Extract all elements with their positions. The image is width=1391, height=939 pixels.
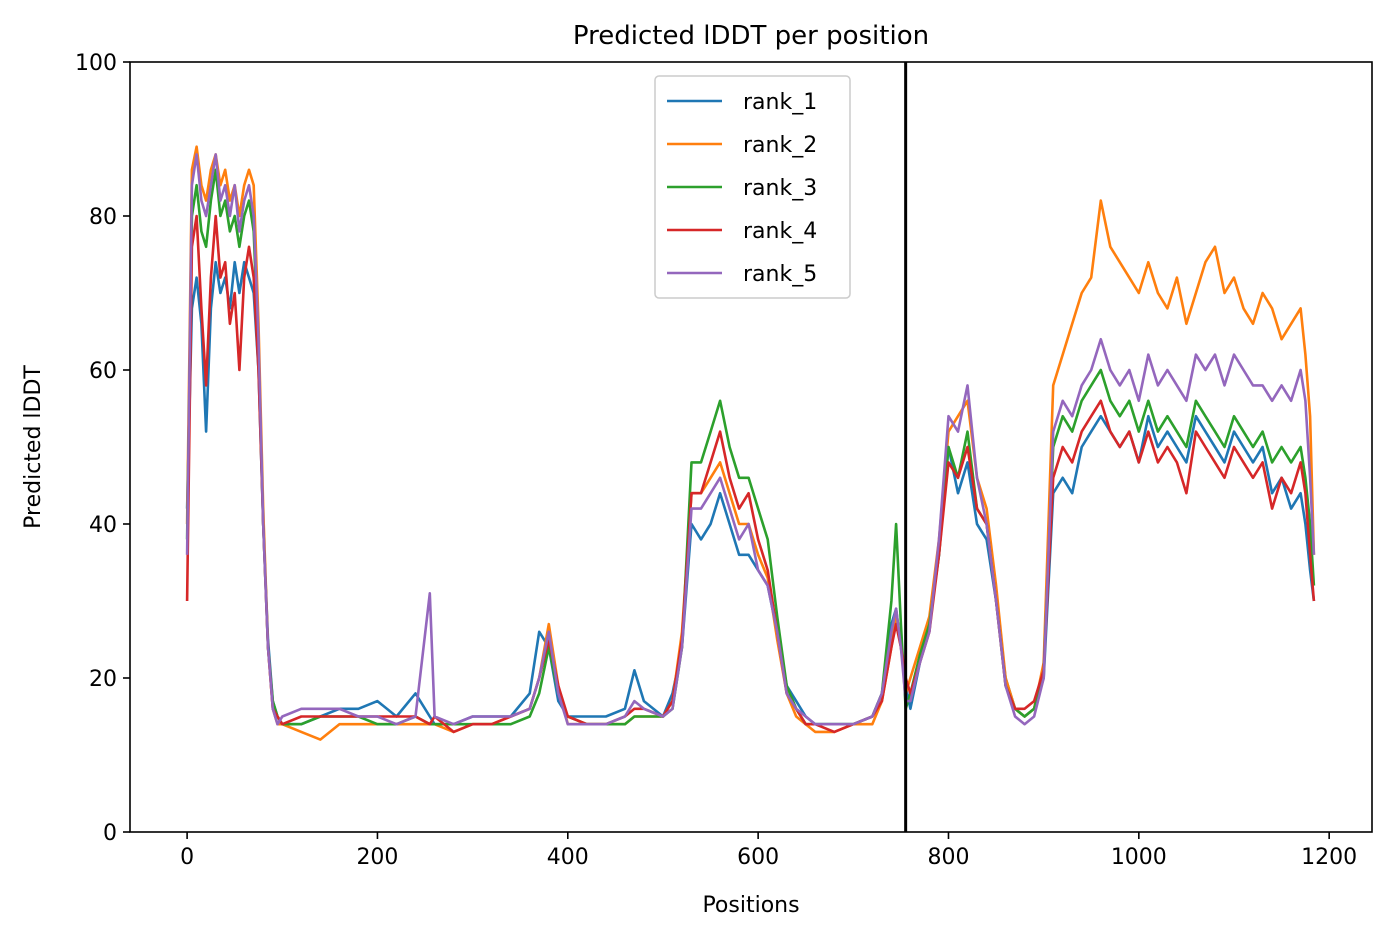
x-axis-title: Positions — [702, 893, 799, 918]
plot-frame — [129, 61, 1373, 833]
x-tick-label: 600 — [737, 845, 779, 870]
series-lines — [185, 145, 1316, 741]
x-tick-label: 400 — [547, 845, 589, 870]
series-line-rank_5 — [185, 153, 1316, 726]
x-tick-label: 200 — [356, 845, 398, 870]
legend-label-rank_2: rank_2 — [743, 133, 817, 158]
legend-box — [654, 75, 851, 299]
legend-label-rank_4: rank_4 — [743, 219, 817, 244]
x-tick-label: 0 — [180, 845, 194, 870]
legend-entries: rank_1 rank_2 rank_3 rank_4 rank_5 — [667, 90, 817, 287]
y-tick-label: 60 — [89, 359, 117, 384]
y-tick-label: 80 — [89, 205, 117, 230]
x-tick-label: 1000 — [1111, 845, 1167, 870]
legend-label-rank_5: rank_5 — [743, 262, 817, 287]
legend-label-rank_1: rank_1 — [743, 90, 817, 115]
y-tick-label: 40 — [89, 513, 117, 538]
y-tick-label: 20 — [89, 667, 117, 692]
y-axis-ticks: 0 20 40 60 80 100 — [75, 51, 130, 846]
x-tick-label: 1200 — [1301, 845, 1357, 870]
legend: rank_1 rank_2 rank_3 rank_4 rank_5 — [654, 75, 851, 299]
y-tick-label: 0 — [103, 821, 117, 846]
x-axis-ticks: 0 200 400 600 800 1000 1200 — [180, 832, 1357, 870]
chart-title: Predicted lDDT per position — [573, 21, 929, 51]
legend-label-rank_3: rank_3 — [743, 176, 817, 201]
y-tick-label: 100 — [75, 51, 117, 76]
y-axis-title: Predicted lDDT — [21, 365, 46, 529]
x-tick-label: 800 — [927, 845, 969, 870]
